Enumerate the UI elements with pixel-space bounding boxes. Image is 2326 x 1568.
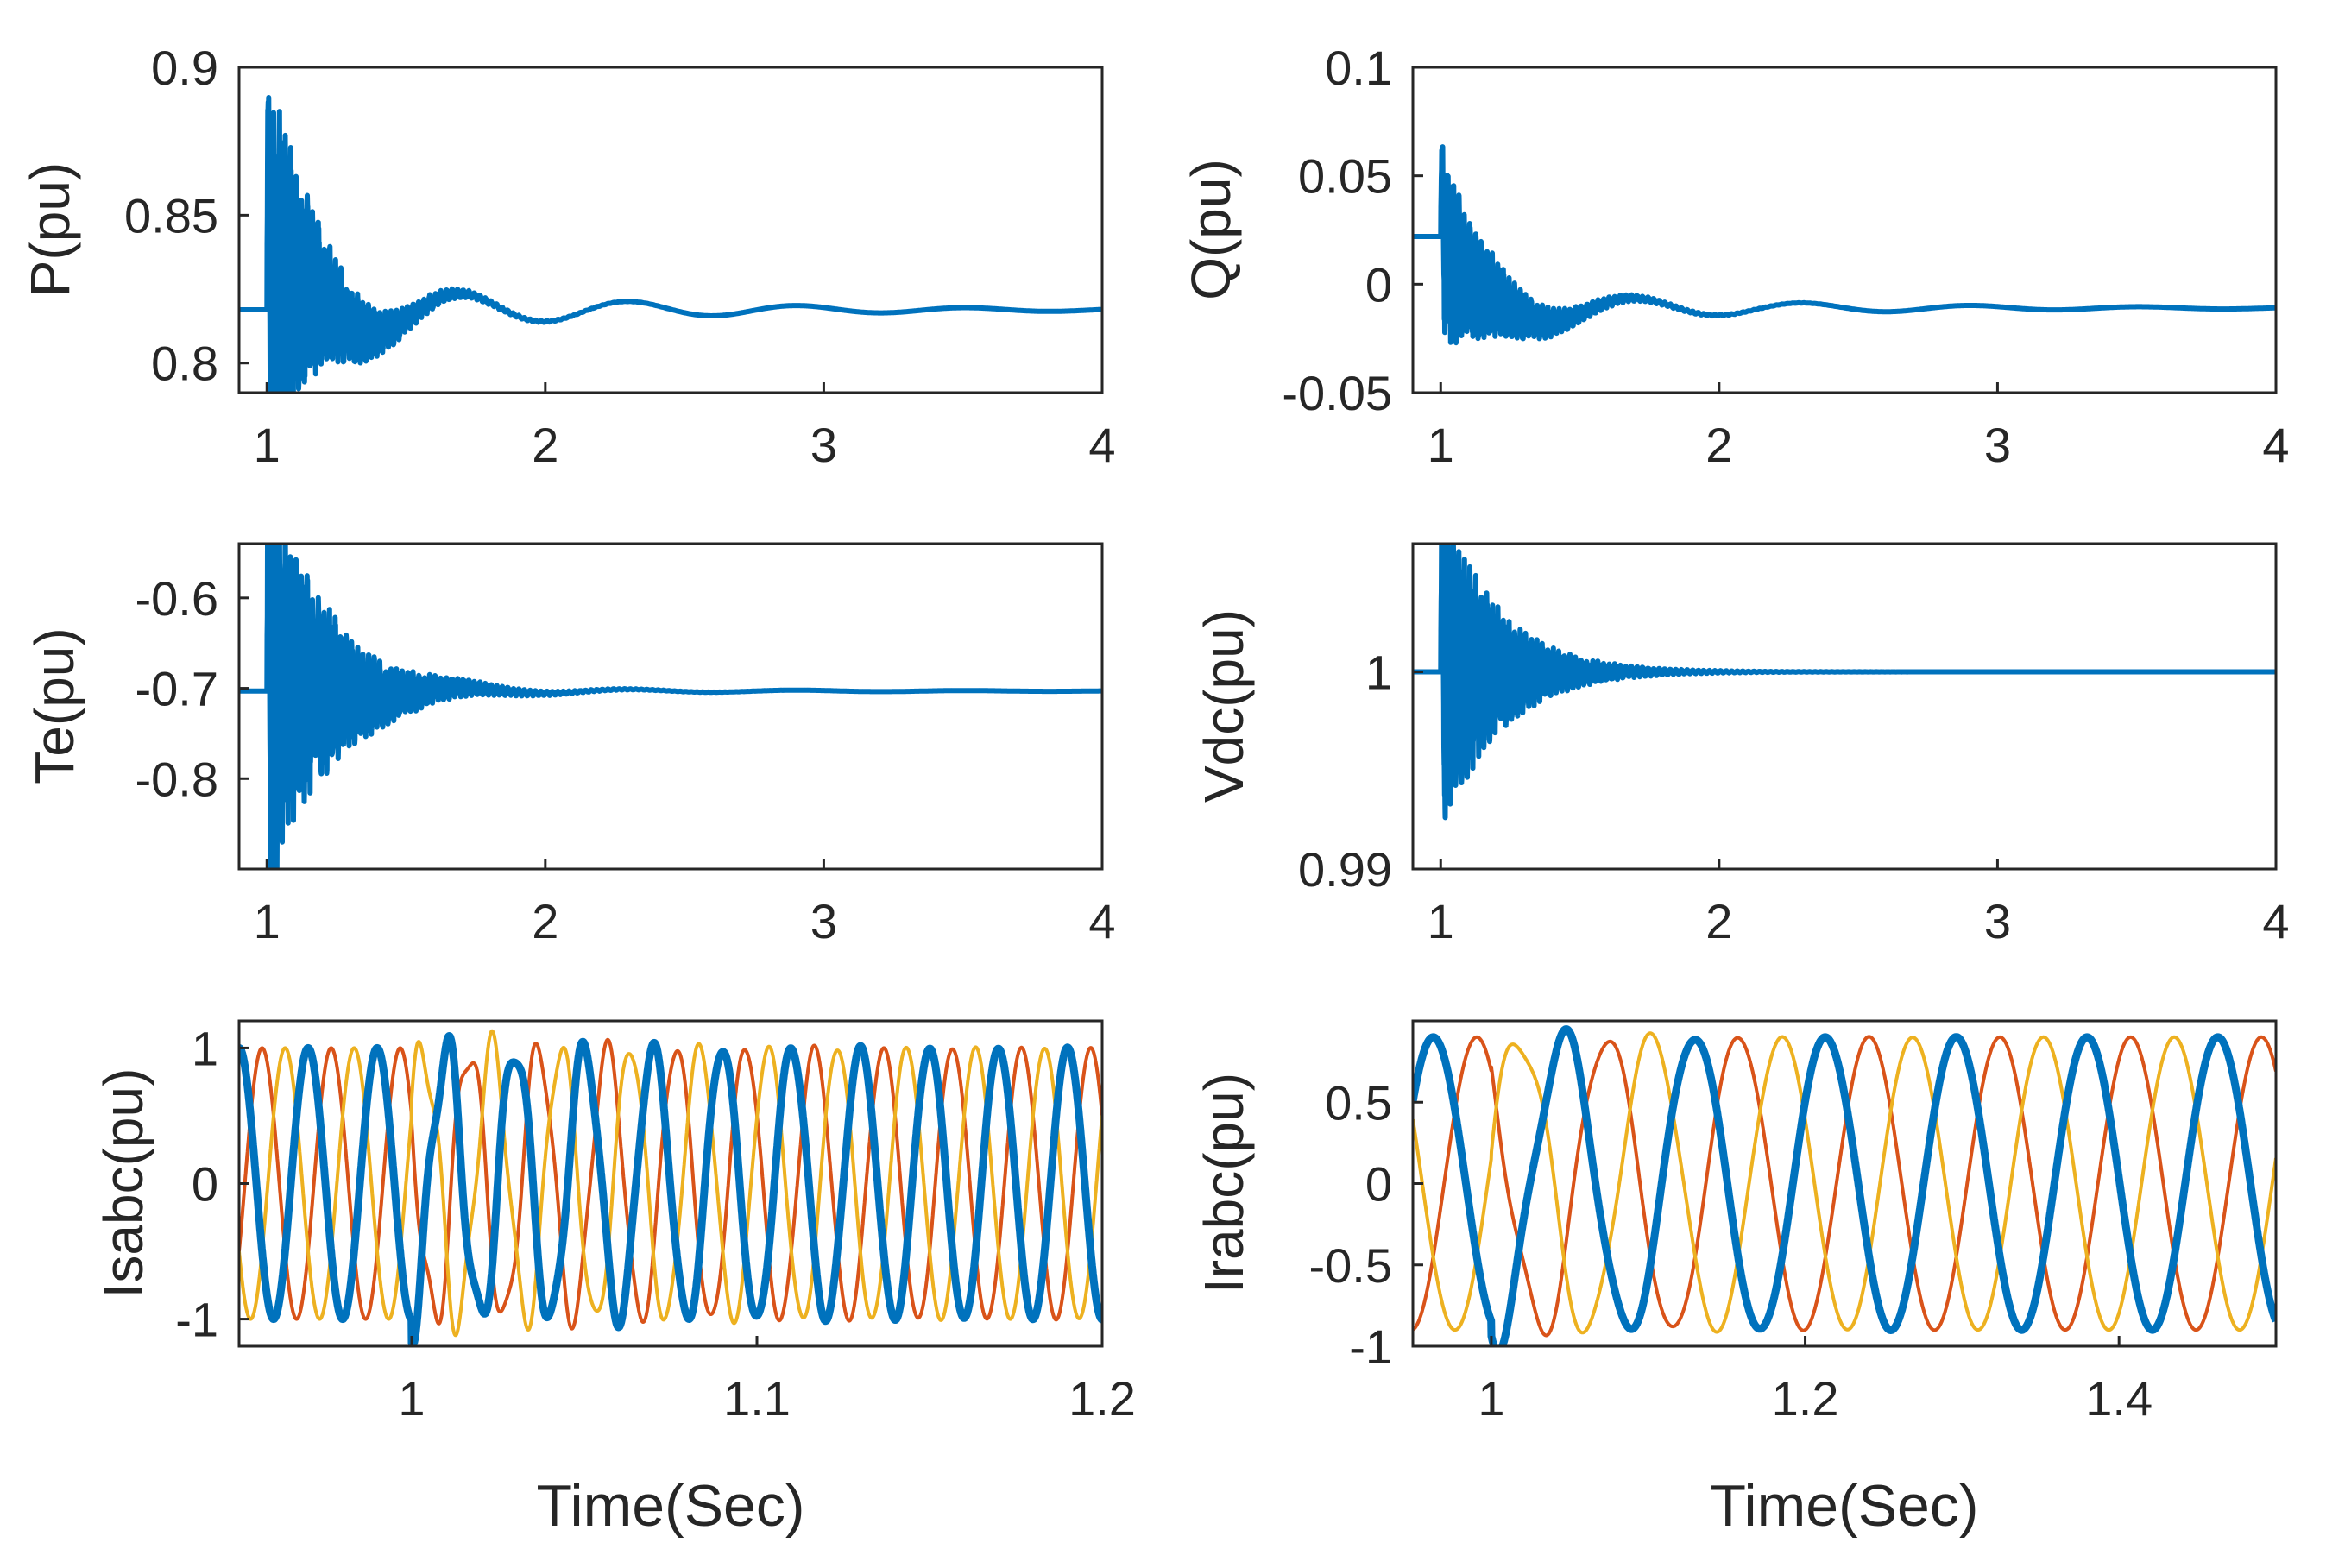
- plot-area-te: [239, 544, 1102, 869]
- xtick-label: 3: [810, 418, 837, 472]
- axes-frame-vdc: [1411, 542, 2278, 871]
- ytick-label: -0.6: [136, 571, 219, 626]
- axes-frame-q: [1411, 66, 2278, 394]
- series-line-te: [239, 544, 1102, 869]
- ticks-p: 1 2 3 4 0.8 0.85 0.9: [124, 41, 1116, 472]
- ytick-label: -1: [175, 1293, 218, 1347]
- xtick-label: 2: [1705, 418, 1732, 472]
- xtick-label: 4: [1088, 894, 1115, 948]
- plot-area-irabc: [1413, 1025, 2276, 1346]
- series-line-phase-b: [1413, 1035, 2276, 1338]
- series-line-phase-c: [239, 1029, 1102, 1338]
- xtick-label: 1.2: [1068, 1371, 1136, 1426]
- xtick-label: 2: [532, 894, 558, 948]
- ytick-label: 0: [1365, 257, 1392, 312]
- xtick-label: 1: [398, 1371, 425, 1426]
- ytick-label: 0: [192, 1157, 218, 1212]
- xtick-label: 3: [810, 894, 837, 948]
- ticks-isabc: 1 1.1 1.2 -1 0 1: [175, 1021, 1136, 1426]
- ylabel-irabc: Irabc(pu): [1193, 1073, 1255, 1294]
- panel-vdc: 1 2 3 4 0.99 1 Vdc(pu): [1193, 542, 2290, 948]
- ytick-label: 0.5: [1325, 1075, 1392, 1130]
- plot-area-q: [1413, 144, 2276, 346]
- xtick-label: 1.1: [723, 1371, 791, 1426]
- xlabel-irabc: Time(Sec): [1710, 1473, 1978, 1539]
- plot-area-vdc: [1413, 544, 2276, 821]
- ytick-label: 0.1: [1325, 41, 1392, 95]
- xtick-label: 1.4: [2085, 1371, 2153, 1426]
- ytick-label: 0.85: [124, 188, 218, 242]
- series-line-phase-a: [239, 1032, 1102, 1346]
- panel-te: 1 2 3 4 -0.8 -0.7 -0.6 Te(pu): [23, 542, 1116, 948]
- xtick-label: 4: [2262, 418, 2289, 472]
- ytick-label: 0.9: [151, 41, 218, 95]
- ytick-label: -0.8: [136, 752, 219, 806]
- xlabel-isabc: Time(Sec): [536, 1473, 804, 1539]
- xtick-label: 1: [1428, 418, 1454, 472]
- panel-irabc: 1 1.2 1.4 -1 -0.5 0 0.5 Irabc(pu) Time(Sec): [1193, 1019, 2278, 1539]
- series-line-q: [1413, 144, 2276, 346]
- ylabel-isabc: Isabc(pu): [92, 1068, 154, 1299]
- ytick-label: -1: [1349, 1319, 1392, 1374]
- ticks-vdc: 1 2 3 4 0.99 1: [1298, 645, 2290, 948]
- ytick-label: 0: [1365, 1157, 1392, 1212]
- plot-area-p: [239, 95, 1102, 393]
- xtick-label: 1: [1478, 1371, 1504, 1426]
- ytick-label: -0.5: [1309, 1238, 1393, 1293]
- ytick-label: 0.05: [1298, 149, 1392, 204]
- panel-p: 1 2 3 4 0.8 0.85 0.9 P(pu): [19, 41, 1116, 472]
- panel-isabc: 1 1.1 1.2 -1 0 1 Isabc(pu) Time(Sec): [92, 1019, 1136, 1539]
- xtick-label: 1.2: [1772, 1371, 1839, 1426]
- ylabel-vdc: Vdc(pu): [1193, 609, 1255, 803]
- xtick-label: 3: [1984, 418, 2011, 472]
- ticks-irabc: 1 1.2 1.4 -1 -0.5 0 0.5: [1309, 1075, 2153, 1426]
- xtick-label: 2: [532, 418, 558, 472]
- axes-frame-te: [237, 542, 1104, 871]
- ytick-label: -0.7: [136, 662, 219, 716]
- plot-area-isabc: [239, 1029, 1102, 1346]
- xtick-label: 4: [2262, 894, 2289, 948]
- ytick-label: 1: [192, 1021, 218, 1075]
- axes-frame-p: [237, 66, 1104, 394]
- xtick-label: 4: [1088, 418, 1115, 472]
- series-line-vdc: [1413, 544, 2276, 821]
- xtick-label: 1: [254, 894, 281, 948]
- series-line-phase-b: [239, 1037, 1102, 1331]
- ytick-label: 0.8: [151, 337, 218, 391]
- series-line-phase-a: [1413, 1025, 2276, 1346]
- ylabel-p: P(pu): [19, 162, 81, 298]
- xtick-label: 2: [1705, 894, 1732, 948]
- ytick-label: 1: [1365, 645, 1392, 700]
- panel-q: 1 2 3 4 -0.05 0 0.05 0.1 Q(pu): [1180, 41, 2290, 472]
- ylabel-q: Q(pu): [1180, 159, 1242, 300]
- xtick-label: 3: [1984, 894, 2011, 948]
- ylabel-te: Te(pu): [23, 627, 85, 784]
- ticks-q: 1 2 3 4 -0.05 0 0.05 0.1: [1282, 41, 2289, 472]
- xtick-label: 1: [254, 418, 281, 472]
- ticks-te: 1 2 3 4 -0.8 -0.7 -0.6: [136, 571, 1116, 948]
- ytick-label: 0.99: [1298, 842, 1392, 897]
- ytick-label: -0.05: [1282, 366, 1392, 420]
- xtick-label: 1: [1428, 894, 1454, 948]
- series-line-p: [239, 95, 1102, 393]
